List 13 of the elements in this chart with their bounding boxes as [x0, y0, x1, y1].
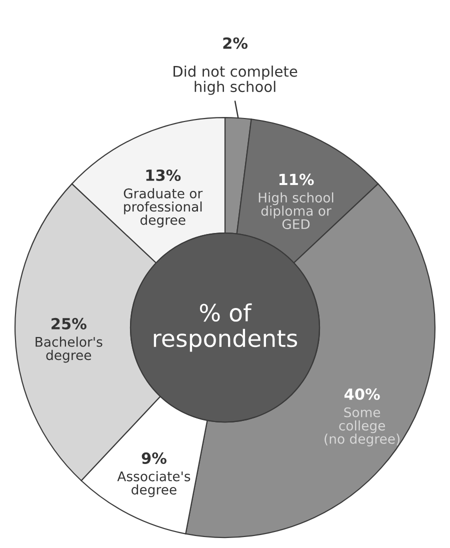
slice-label: Some college (no degree) [324, 407, 400, 446]
slice-label: Bachelor's degree [36, 336, 102, 363]
slice-label: High school diploma or GED [258, 192, 334, 230]
data-label: 25% [52, 318, 86, 330]
slice-label: Graduate or professional degree [124, 188, 203, 228]
data-label: 9% [142, 452, 166, 464]
slice-label: Did not complete high school [174, 66, 298, 95]
data-label: 11% [279, 174, 314, 186]
text: % of respondents [154, 303, 298, 352]
data-label: 2% [223, 37, 248, 49]
data-label: 13% [146, 169, 181, 182]
slice-label: Associate's degree [117, 471, 190, 498]
data-label: 40% [344, 388, 380, 400]
